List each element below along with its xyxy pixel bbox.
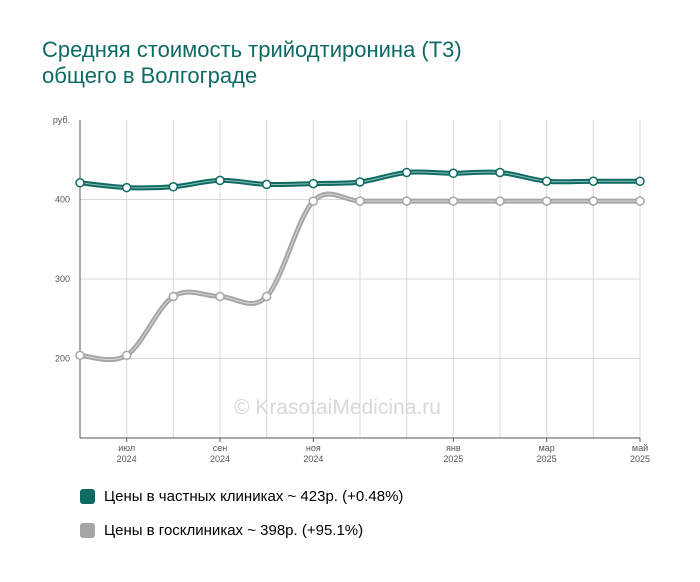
data-point-private [401, 167, 412, 178]
data-point-public [121, 350, 132, 361]
data-point-public [215, 291, 225, 302]
y-tick-label: 400 [55, 195, 70, 205]
data-point-public [635, 196, 645, 206]
x-tick-label-month: янв [446, 443, 461, 453]
data-point-public [448, 196, 459, 206]
x-tick-label-year: 2025 [630, 454, 650, 464]
data-point-public [261, 291, 272, 302]
legend-swatch-private [80, 489, 95, 504]
x-tick-label-year: 2024 [117, 454, 137, 464]
chart-title: Средняя стоимость трийодтиронина (Т3) об… [42, 37, 462, 89]
y-tick-label: 300 [55, 274, 70, 284]
x-tick-label-year: 2025 [537, 454, 557, 464]
legend-swatch-public [80, 523, 95, 538]
data-point-private [588, 176, 599, 186]
data-point-public [355, 196, 365, 206]
data-point-private [75, 178, 85, 188]
data-point-private [635, 176, 645, 186]
data-point-private [261, 179, 272, 190]
data-point-public [308, 196, 319, 206]
x-tick-label-month: сен [213, 443, 228, 453]
x-tick-label-year: 2024 [210, 454, 230, 464]
y-axis-unit-label: руб. [53, 115, 70, 125]
data-point-public [401, 196, 412, 206]
grid [79, 120, 641, 438]
x-tick-label-month: ноя [306, 443, 321, 453]
data-point-public [541, 196, 552, 206]
data-point-public [168, 291, 179, 302]
chart-title-line1: Средняя стоимость трийодтиронина (Т3) [42, 37, 462, 62]
x-tick-label-month: мар [539, 443, 555, 453]
watermark: © KrasotaiMedicina.ru [234, 396, 441, 419]
chart-title-line2: общего в Волгограде [42, 63, 258, 88]
tick-labels: 200300400руб.июл2024сен2024ноя2024янв202… [53, 115, 650, 464]
x-tick-label-year: 2024 [303, 454, 323, 464]
legend-label-public: Цены в госклиниках ~ 398р. (+95.1%) [104, 522, 364, 539]
data-point-private [308, 178, 319, 189]
data-point-private [541, 176, 552, 186]
y-tick-label: 200 [55, 354, 70, 364]
data-point-private [495, 167, 505, 178]
axes [79, 120, 641, 442]
x-tick-label-month: июл [118, 443, 135, 453]
x-tick-label-month: май [632, 443, 648, 453]
x-tick-label-year: 2025 [443, 454, 463, 464]
data-point-public [75, 350, 85, 361]
data-point-private [448, 168, 459, 179]
data-point-public [588, 196, 599, 206]
data-point-public [495, 196, 505, 206]
data-point-private [215, 175, 225, 186]
line-chart: 200300400руб.июл2024сен2024ноя2024янв202… [53, 115, 650, 464]
data-point-private [121, 182, 132, 193]
data-point-private [355, 177, 365, 187]
series-points [75, 167, 645, 361]
legend-label-private: Цены в частных клиниках ~ 423р. (+0.48%) [104, 488, 404, 505]
data-point-private [168, 182, 179, 192]
